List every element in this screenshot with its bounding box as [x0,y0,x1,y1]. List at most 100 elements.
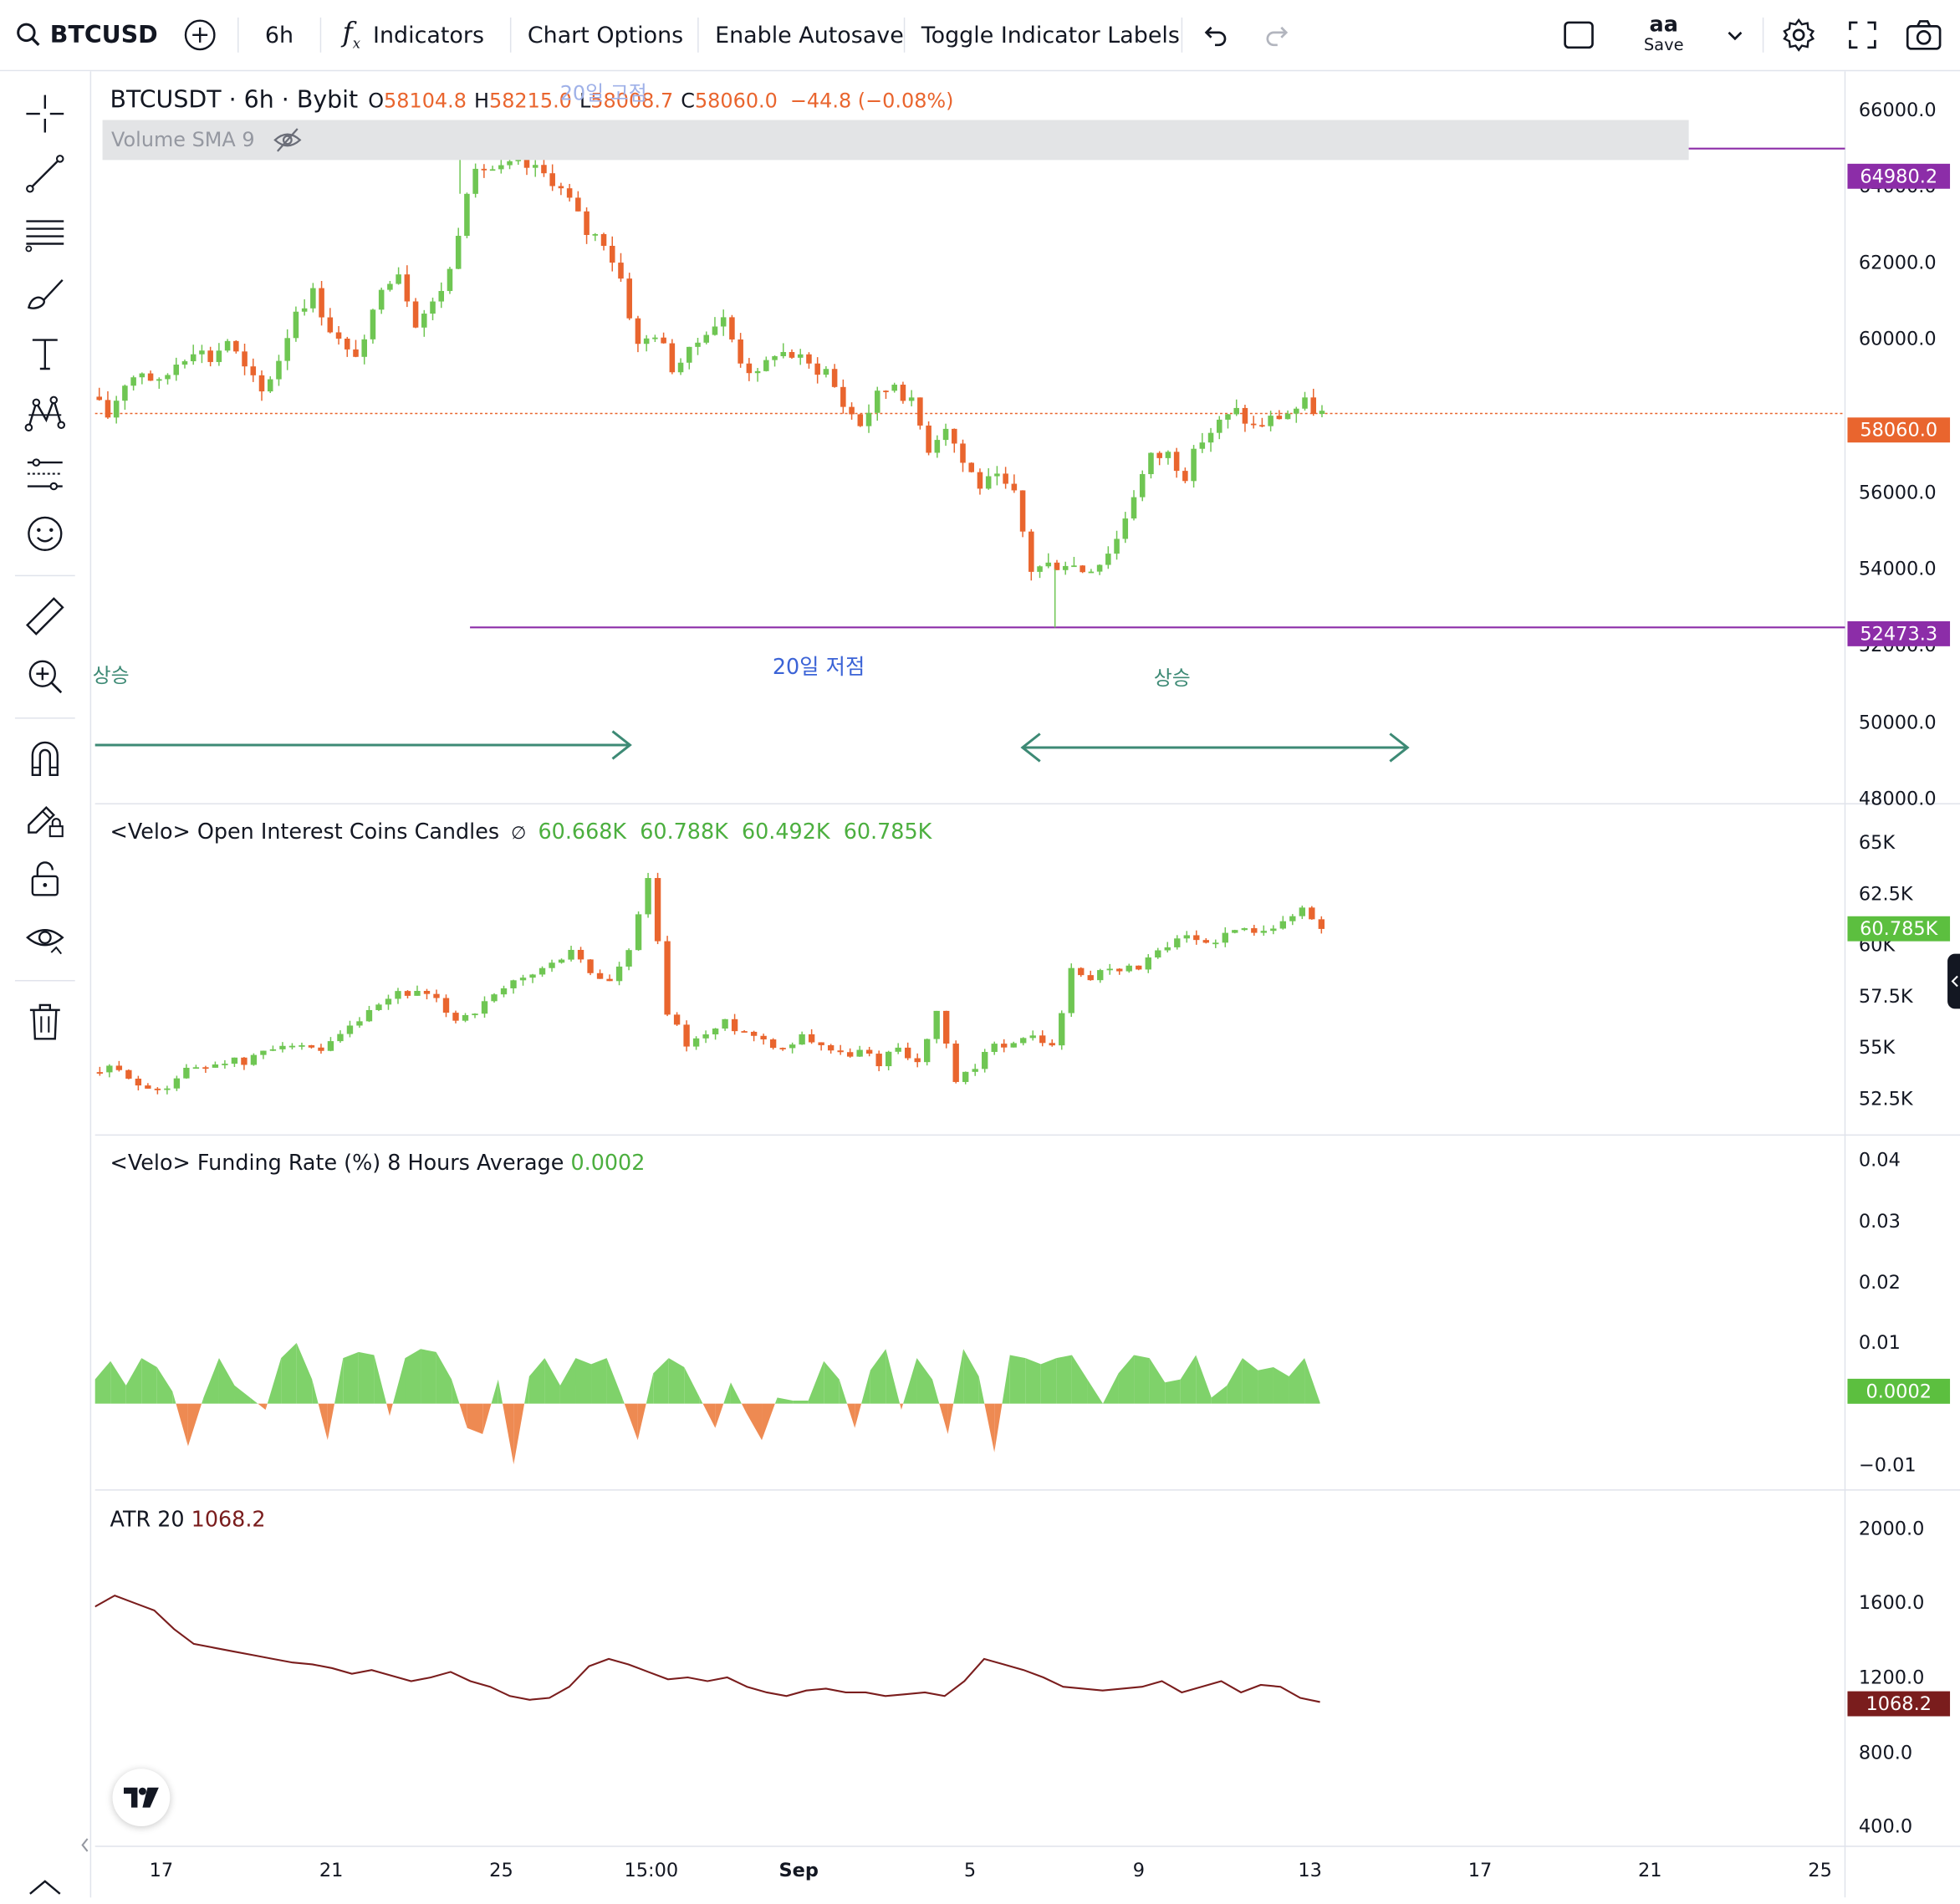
candle [865,1046,873,1057]
candle [327,1037,334,1052]
redo-button[interactable] [1263,0,1293,70]
chart-area[interactable]: BTCUSDT · 6h · Bybit O58104.8 H58215.0 L… [92,71,1960,1898]
undo-button[interactable] [1200,0,1230,70]
candle [1010,1041,1017,1048]
layout-save-button[interactable]: aa Save [1632,8,1695,63]
indicators-button[interactable]: fx Indicators [343,0,484,70]
candle [722,1018,728,1031]
funding-area-segment [715,1403,724,1428]
smiley-icon [28,516,63,551]
candle-body [635,318,641,345]
funding-area-segment [281,1342,297,1404]
candle-body [115,1065,123,1070]
eye-crossed-icon[interactable] [273,126,303,159]
candle-body [952,428,957,444]
remove-drawings-tool[interactable] [23,998,68,1044]
forecast-tool[interactable] [23,452,68,497]
fullscreen-layout-toggle[interactable] [1561,0,1596,70]
zoom-in-tool[interactable] [23,654,68,699]
candle-body [199,350,205,355]
screenshot-button[interactable] [1905,0,1942,70]
candle [1182,467,1188,483]
volume-legend-row[interactable]: Volume SMA 9 [102,120,1689,161]
low-annotation[interactable]: 20일 저점 [772,655,865,681]
settings-button[interactable] [1781,0,1816,70]
chart-canvas[interactable] [94,71,1960,1898]
time-axis-label: 17 [149,1858,174,1881]
symbol-search[interactable]: BTCUSDT [15,0,157,70]
crosshair-tool[interactable] [23,91,68,136]
candle-body [472,168,478,194]
candle [1250,416,1257,429]
candle [199,345,205,364]
candle-body [831,369,838,387]
candle-body [806,354,812,364]
candle-body [301,308,308,312]
rise-left-annotation[interactable]: 상승 [92,663,130,688]
candle [202,1065,209,1074]
candle-body [1122,518,1129,539]
toolbar-collapse-handle[interactable] [80,1826,90,1864]
candle [115,1060,123,1072]
lock-all-tool[interactable] [23,856,68,901]
hide-drawings-tool[interactable] [23,916,68,962]
funding-area-segment [172,1391,176,1404]
candle [1309,906,1315,920]
candle-body [455,236,462,269]
candle [1114,530,1120,560]
fullscreen-button[interactable] [1846,0,1879,70]
candle [396,267,401,285]
fib-tool[interactable] [23,212,68,257]
ruler-tool[interactable] [23,594,68,639]
pattern-tool[interactable] [23,391,68,436]
toggle-indicator-labels-button[interactable]: Toggle Indicator Labels [921,0,1180,70]
candle-body [1233,407,1239,415]
candle [241,1057,248,1070]
lock-drawings-tool[interactable] [23,796,68,841]
toolbar-separator [14,574,75,577]
high-annotation[interactable]: 20일 고점 [559,81,647,105]
interval-button[interactable]: 6h [265,0,293,70]
null-icon: ∅ [511,824,527,845]
candle-body [96,1072,104,1074]
compare-button[interactable] [182,0,217,70]
candle-body [1279,921,1287,929]
funding-area-segment [762,1403,775,1441]
brush-tool[interactable] [23,271,68,316]
candle-body [433,993,440,998]
candle-body [615,966,623,982]
text-tool[interactable] [23,331,68,376]
candle-body [385,998,392,1005]
candle-body [250,1054,258,1065]
toolbar-scroll-up[interactable] [23,1871,68,1899]
right-panel-handle[interactable] [1947,953,1960,1009]
funding-area-segment [746,1403,763,1441]
enable-autosave-button[interactable]: Enable Autosave [715,0,904,70]
candle-body [507,161,513,166]
candle-body [1193,935,1200,941]
layout-dropdown[interactable] [1723,0,1748,70]
candle [968,462,975,473]
candle-body [1260,931,1267,933]
candle-body [1049,1043,1055,1046]
funding-area-segment [886,1349,901,1404]
candle [960,439,966,472]
candle [1183,931,1190,943]
rise-right-annotation[interactable]: 상승 [1153,666,1191,691]
candle-body [952,1044,959,1082]
candle-body [299,1045,305,1047]
chart-options-button[interactable]: Chart Options [528,0,683,70]
funding-legend-title: <Velo> Funding Rate (%) 8 Hours Average [110,1151,564,1177]
candle-body [600,233,607,247]
tradingview-logo[interactable] [112,1769,171,1827]
emoji-tool[interactable] [23,511,68,556]
candle [750,1030,758,1042]
trend-line-tool[interactable] [23,151,68,197]
candle [1164,942,1171,953]
candle [789,1042,796,1054]
candle [1071,556,1077,568]
candle [472,163,478,198]
candle-body [972,1069,978,1072]
candle [1289,914,1296,926]
magnet-tool[interactable] [23,736,68,781]
